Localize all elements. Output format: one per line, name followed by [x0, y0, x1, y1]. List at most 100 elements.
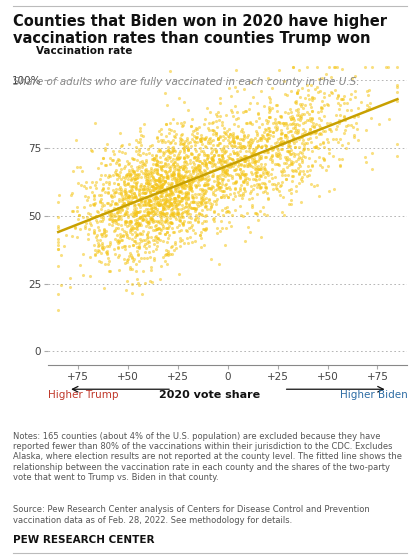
Point — [206, 158, 213, 167]
Point — [295, 121, 302, 130]
Point — [216, 164, 223, 173]
Point — [241, 156, 248, 165]
Point — [214, 123, 220, 132]
Point — [150, 203, 157, 212]
Point — [219, 120, 226, 129]
Point — [211, 217, 218, 226]
Point — [237, 180, 244, 189]
Point — [254, 168, 260, 177]
Point — [144, 253, 151, 262]
Point — [251, 158, 258, 167]
Point — [91, 199, 98, 208]
Point — [197, 189, 204, 198]
Point — [249, 200, 256, 209]
Point — [178, 174, 185, 183]
Point — [154, 157, 160, 166]
Point — [207, 108, 214, 116]
Point — [254, 130, 260, 139]
Point — [265, 194, 271, 203]
Point — [227, 153, 234, 162]
Point — [149, 217, 156, 226]
Point — [394, 97, 401, 106]
Point — [191, 125, 198, 134]
Point — [394, 62, 401, 71]
Point — [234, 133, 241, 141]
Point — [175, 155, 182, 164]
Point — [134, 229, 140, 238]
Point — [169, 218, 176, 227]
Point — [264, 135, 270, 144]
Point — [344, 99, 351, 108]
Point — [129, 190, 136, 199]
Point — [263, 184, 270, 193]
Point — [265, 148, 271, 157]
Point — [196, 123, 202, 131]
Point — [239, 169, 246, 178]
Point — [198, 227, 205, 236]
Point — [158, 183, 165, 192]
Point — [288, 188, 295, 197]
Point — [133, 266, 139, 275]
Point — [137, 194, 144, 203]
Point — [203, 169, 210, 178]
Point — [190, 167, 197, 175]
Point — [142, 188, 149, 197]
Point — [228, 106, 234, 115]
Point — [217, 174, 223, 183]
Point — [291, 121, 298, 130]
Point — [158, 213, 164, 222]
Point — [112, 199, 118, 208]
Point — [264, 189, 270, 198]
Point — [234, 133, 241, 142]
Point — [102, 160, 109, 169]
Point — [163, 250, 170, 258]
Point — [160, 200, 166, 209]
Point — [246, 194, 252, 203]
Point — [319, 139, 326, 148]
Point — [199, 158, 205, 167]
Point — [159, 182, 165, 191]
Point — [165, 181, 172, 190]
Point — [301, 129, 307, 138]
Point — [208, 155, 215, 164]
Point — [237, 135, 244, 144]
Point — [184, 152, 190, 161]
Point — [288, 172, 295, 180]
Point — [297, 99, 304, 108]
Point — [203, 162, 210, 170]
Point — [110, 150, 117, 159]
Point — [136, 135, 143, 144]
Point — [132, 185, 139, 194]
Point — [163, 119, 170, 128]
Point — [207, 138, 213, 147]
Point — [288, 159, 294, 168]
Point — [307, 133, 314, 142]
Point — [316, 75, 323, 84]
Point — [299, 152, 306, 160]
Point — [201, 188, 207, 197]
Point — [148, 166, 155, 175]
Point — [289, 159, 295, 168]
Point — [126, 252, 133, 261]
Point — [174, 222, 181, 231]
Point — [173, 187, 180, 196]
Point — [144, 218, 151, 227]
Point — [249, 185, 256, 194]
Point — [92, 180, 98, 189]
Point — [185, 174, 192, 183]
Point — [122, 217, 129, 226]
Point — [238, 167, 244, 176]
Point — [126, 221, 133, 230]
Point — [178, 219, 185, 228]
Point — [105, 242, 112, 251]
Point — [176, 187, 183, 196]
Point — [137, 195, 144, 204]
Point — [310, 123, 317, 132]
Point — [144, 234, 151, 243]
Point — [162, 198, 168, 207]
Point — [276, 161, 282, 170]
Point — [148, 151, 155, 160]
Point — [214, 140, 221, 149]
Point — [239, 108, 246, 116]
Point — [99, 185, 105, 194]
